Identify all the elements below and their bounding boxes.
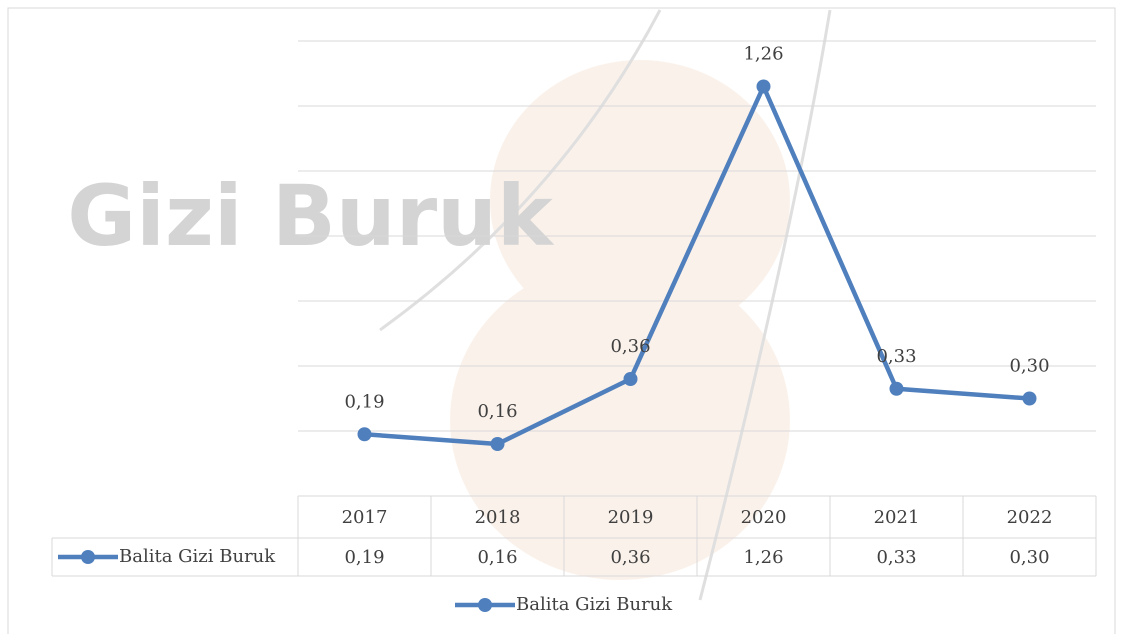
marker — [756, 79, 771, 94]
x-tick-label: 2020 — [741, 507, 787, 528]
data-label: 0,33 — [876, 346, 916, 367]
table-value: 0,16 — [477, 547, 517, 568]
x-tick-label: 2019 — [608, 507, 654, 528]
marker — [1022, 391, 1037, 406]
legend-label: Balita Gizi Buruk — [516, 594, 673, 615]
data-label: 1,26 — [743, 44, 783, 65]
marker — [889, 381, 904, 396]
data-label: 0,16 — [477, 401, 517, 422]
table-value: 0,30 — [1009, 547, 1049, 568]
data-label: 0,19 — [344, 391, 384, 412]
data-label: 0,36 — [610, 336, 650, 357]
x-tick-label: 2018 — [475, 507, 521, 528]
x-tick-label: 2022 — [1007, 507, 1053, 528]
x-tick-label: 2021 — [874, 507, 920, 528]
table-value: 0,36 — [610, 547, 650, 568]
data-label: 0,30 — [1009, 356, 1049, 377]
background-illustration — [379, 9, 832, 601]
x-tick-label: 2017 — [342, 507, 388, 528]
marker — [357, 427, 372, 442]
table-value: 0,33 — [876, 547, 916, 568]
table-value: 0,19 — [344, 547, 384, 568]
chart-frame — [7, 7, 1116, 634]
legend-marker — [478, 598, 492, 612]
table-series-name: Balita Gizi Buruk — [119, 546, 276, 567]
line — [364, 84, 1030, 447]
marker — [623, 372, 638, 386]
watermark: Gizi Buruk — [67, 167, 555, 265]
table-value: 1,26 — [743, 547, 783, 568]
legend-marker — [81, 550, 95, 564]
marker — [490, 437, 505, 451]
